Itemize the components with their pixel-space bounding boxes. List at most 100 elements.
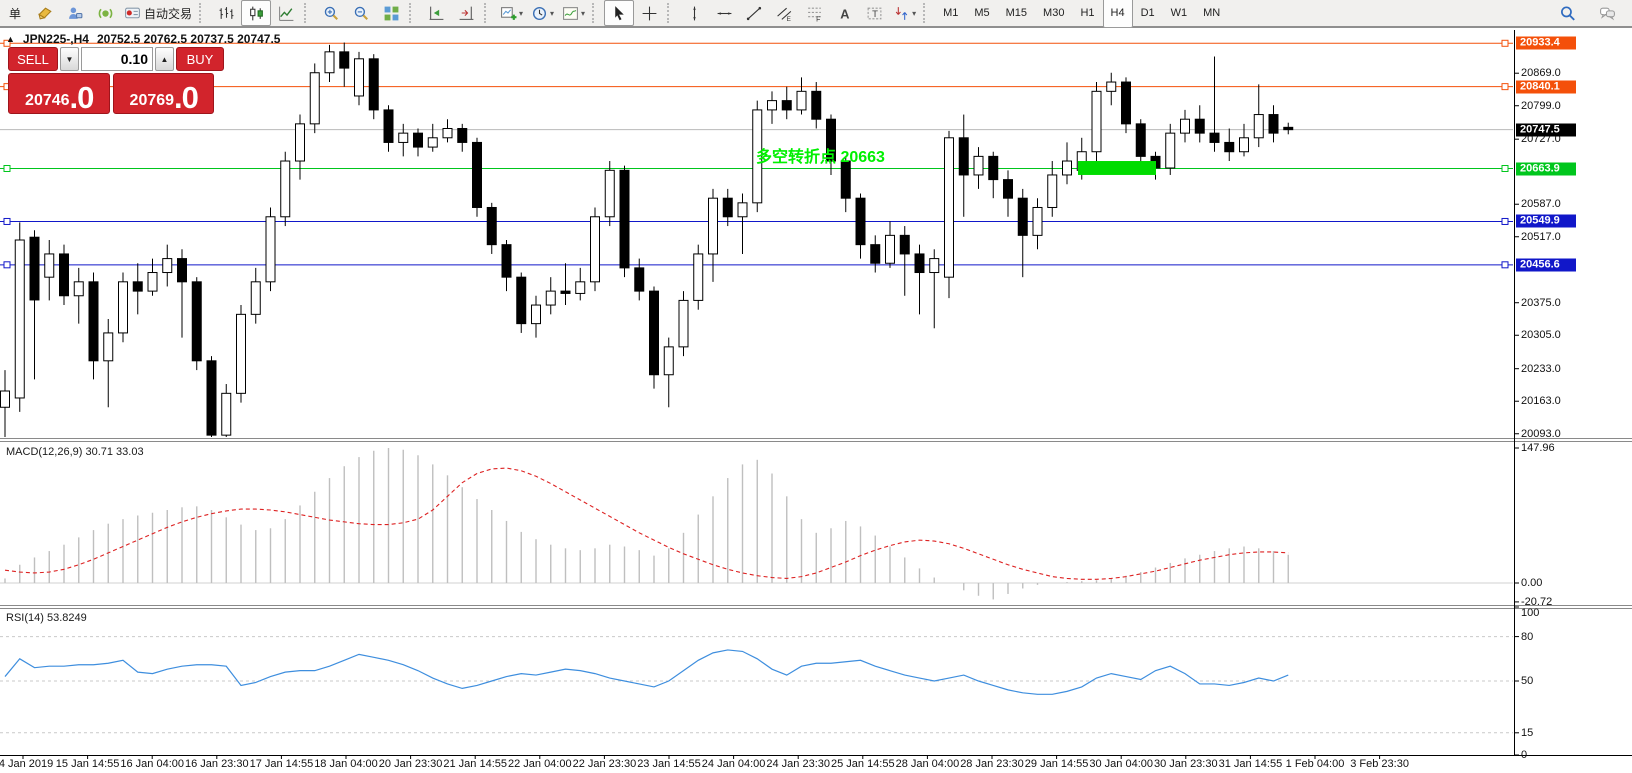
fibonacci-icon: F bbox=[806, 5, 823, 22]
sell-price-display[interactable]: 20746 .0 bbox=[8, 73, 111, 115]
dropdown-caret-icon[interactable]: ▾ bbox=[912, 8, 917, 18]
resistance-line-2-handle[interactable] bbox=[1501, 83, 1509, 91]
buy-button[interactable]: BUY bbox=[176, 47, 224, 71]
dropdown-caret-icon[interactable]: ▾ bbox=[550, 8, 555, 18]
pivot-annotation-text[interactable]: 多空转折点 20663 bbox=[756, 148, 885, 166]
resistance-line-1-handle[interactable] bbox=[1501, 39, 1509, 47]
journal-button[interactable] bbox=[30, 0, 60, 26]
rsi-scale-label: 80 bbox=[1521, 630, 1534, 643]
templates-button[interactable]: ▾ bbox=[558, 0, 589, 26]
timeframe-w1[interactable]: W1 bbox=[1163, 0, 1196, 28]
price-tick-label: 20375.0 bbox=[1521, 296, 1561, 309]
candlestick-chart-button[interactable] bbox=[241, 0, 272, 26]
timeframe-h1-label: H1 bbox=[1080, 7, 1095, 19]
new-chart-icon bbox=[500, 5, 517, 22]
signals-button[interactable] bbox=[90, 0, 120, 26]
pivot-line-handle[interactable] bbox=[1501, 165, 1509, 173]
text-button[interactable]: A bbox=[829, 0, 859, 26]
fibonacci-button[interactable]: F bbox=[799, 0, 829, 26]
dropdown-caret-icon[interactable]: ▾ bbox=[519, 8, 524, 18]
timeframe-mn[interactable]: MN bbox=[1195, 0, 1228, 28]
one-click-trading-panel: SELL ▼ ▲ BUY 20746 .0 20769 .0 bbox=[8, 47, 224, 115]
time-axis-label: 28 Jan 23:30 bbox=[960, 758, 1024, 770]
svg-text:A: A bbox=[840, 6, 849, 21]
time-axis-label: 24 Jan 23:30 bbox=[766, 758, 830, 770]
buy-price-frac: .0 bbox=[174, 80, 199, 115]
autotrading-icon bbox=[124, 5, 141, 22]
sell-button[interactable]: SELL bbox=[8, 47, 58, 71]
autotrading-button[interactable]: 自动交易 bbox=[120, 0, 196, 26]
buy-price-display[interactable]: 20769 .0 bbox=[113, 73, 214, 114]
timeframe-h1[interactable]: H1 bbox=[1072, 0, 1102, 28]
volume-input[interactable] bbox=[81, 47, 153, 71]
cursor-button[interactable] bbox=[604, 0, 635, 26]
support-line-2-handle[interactable] bbox=[3, 261, 11, 269]
chart-symbol-period: JPN225-,H4 bbox=[22, 32, 89, 46]
sell-price-frac: .0 bbox=[69, 80, 95, 115]
time-axis-label: 30 Jan 04:00 bbox=[1089, 758, 1153, 770]
sell-price-int: 20746 bbox=[25, 92, 70, 109]
time-axis-label: 30 Jan 23:30 bbox=[1153, 758, 1218, 770]
templates-icon bbox=[562, 5, 579, 22]
chart-background bbox=[0, 30, 1632, 773]
price-tick-label: 20163.0 bbox=[1521, 395, 1561, 408]
community-button[interactable] bbox=[60, 0, 90, 26]
timeframe-m1[interactable]: M1 bbox=[935, 0, 966, 28]
line-chart-button[interactable] bbox=[271, 0, 301, 26]
search-button[interactable] bbox=[1552, 0, 1582, 26]
timeframe-m30[interactable]: M30 bbox=[1035, 0, 1072, 28]
price-tick-label: 20093.0 bbox=[1521, 427, 1561, 440]
collapse-triangle-icon[interactable]: ▲ bbox=[6, 34, 15, 44]
text-label-button[interactable]: T bbox=[859, 0, 889, 26]
macd-scale-label: 0.00 bbox=[1521, 577, 1543, 589]
support-line-2-handle[interactable] bbox=[1501, 261, 1509, 269]
timeframe-m15-label: M15 bbox=[1005, 7, 1028, 19]
volume-decrease-button[interactable]: ▼ bbox=[60, 47, 79, 71]
toolbar-grip bbox=[409, 3, 417, 23]
timeframe-m15[interactable]: M15 bbox=[998, 0, 1035, 28]
new-order-button[interactable]: 单 bbox=[0, 0, 30, 26]
rsi-scale-label: 100 bbox=[1521, 607, 1540, 619]
tile-windows-button[interactable] bbox=[376, 0, 406, 26]
price-tick-label: 20587.0 bbox=[1521, 198, 1561, 211]
vertical-line-button[interactable] bbox=[679, 0, 709, 26]
chart-shift-button[interactable] bbox=[451, 0, 481, 26]
toolbar-grip bbox=[923, 3, 931, 23]
price-tick-label: 20233.0 bbox=[1521, 362, 1561, 375]
pivot-line-handle[interactable] bbox=[3, 165, 11, 173]
timeframe-h4[interactable]: H4 bbox=[1102, 0, 1133, 28]
toolbar-grip bbox=[304, 3, 312, 23]
macd-scale-label: 147.96 bbox=[1521, 442, 1555, 454]
auto-scroll-button[interactable] bbox=[421, 0, 451, 26]
timeframe-h4-label: H4 bbox=[1110, 7, 1125, 19]
support-line-1-handle[interactable] bbox=[3, 217, 11, 225]
volume-increase-button[interactable]: ▲ bbox=[155, 47, 174, 71]
resistance-line-1-handle[interactable] bbox=[3, 39, 11, 47]
time-axis-label: 18 Jan 04:00 bbox=[314, 758, 378, 770]
horizontal-line-button[interactable] bbox=[709, 0, 739, 26]
svg-text:T: T bbox=[872, 9, 878, 20]
trendline-button[interactable] bbox=[739, 0, 769, 26]
equidistant-channel-icon: E bbox=[776, 5, 793, 22]
arrows-button[interactable]: ▾ bbox=[889, 0, 920, 26]
tile-windows-icon bbox=[383, 5, 400, 22]
price-line-badge: 20933.4 bbox=[1516, 36, 1576, 50]
new-chart-button[interactable]: ▾ bbox=[496, 0, 527, 26]
dropdown-caret-icon[interactable]: ▾ bbox=[581, 8, 586, 18]
zoom-in-button[interactable] bbox=[316, 0, 346, 26]
pivot-zone-rectangle[interactable] bbox=[1078, 161, 1156, 175]
svg-text:E: E bbox=[786, 15, 790, 21]
bar-chart-button[interactable] bbox=[211, 0, 241, 26]
timeframe-m5[interactable]: M5 bbox=[966, 0, 997, 28]
time-axis-label: 29 Jan 14:55 bbox=[1024, 758, 1089, 770]
crosshair-button[interactable] bbox=[634, 0, 664, 26]
support-line-1-handle[interactable] bbox=[1501, 217, 1509, 225]
periods-button[interactable]: ▾ bbox=[527, 0, 558, 26]
chat-button[interactable] bbox=[1592, 0, 1622, 26]
zoom-out-button[interactable] bbox=[346, 0, 376, 26]
equidistant-channel-button[interactable]: E bbox=[769, 0, 799, 26]
timeframe-d1[interactable]: D1 bbox=[1133, 0, 1163, 28]
time-axis-label: 15 Jan 14:55 bbox=[55, 758, 120, 770]
